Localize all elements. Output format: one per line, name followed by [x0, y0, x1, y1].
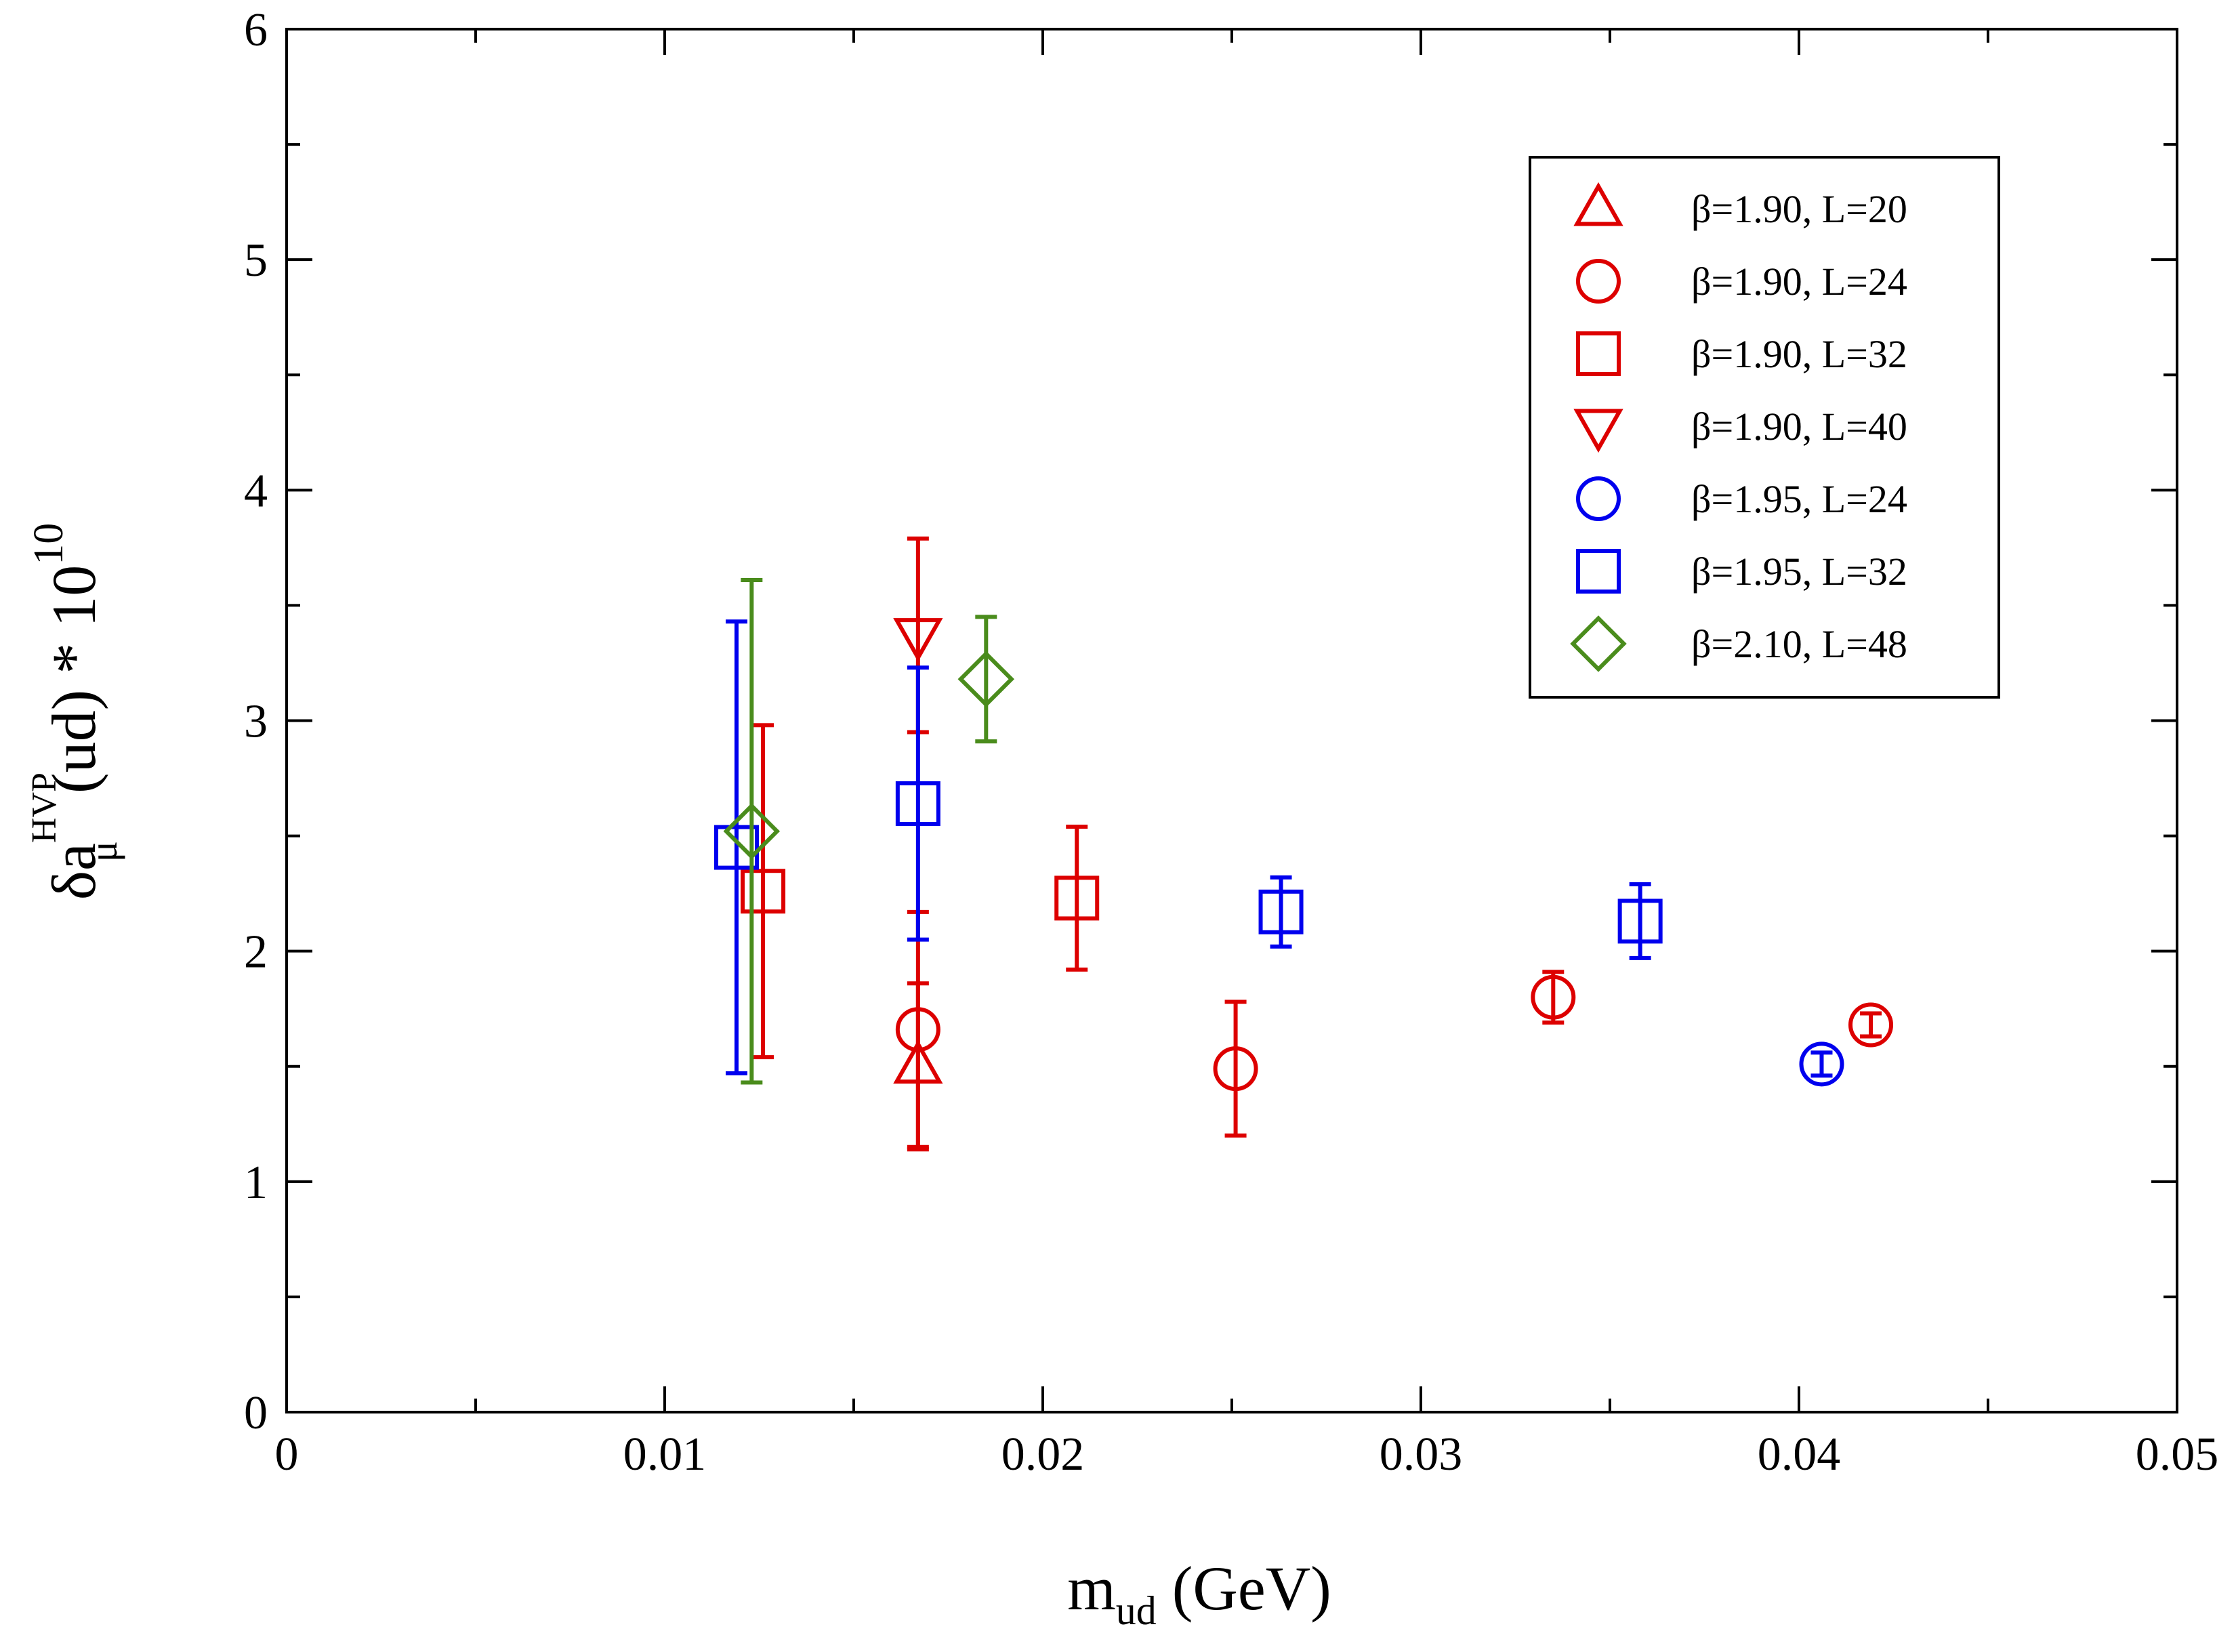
y-label-exponent: 10: [26, 523, 72, 565]
legend-label: β=1.90, L=32: [1691, 332, 1907, 376]
x-axis-label: mud (GeV): [1067, 1554, 1331, 1633]
data-point: [1617, 899, 1663, 944]
data-point: [741, 869, 786, 914]
series-5: [714, 619, 1663, 1075]
data-point: [957, 651, 1015, 708]
series-6: [723, 577, 1015, 1085]
data-point: [895, 1007, 940, 1052]
data-point: [1054, 875, 1100, 921]
x-tick-label: 0.03: [1380, 1428, 1463, 1481]
x-tick-label: 0: [275, 1428, 299, 1481]
legend: β=1.90, L=20 β=1.90, L=24 β=1.90, L=32 β=1.…: [1529, 156, 2000, 699]
y-tick-label: 3: [244, 696, 268, 748]
legend-label: β=1.90, L=24: [1691, 260, 1907, 304]
legend-marker: [1576, 476, 1621, 521]
plot-frame: [285, 28, 2178, 1413]
legend-frame: [1529, 156, 2000, 699]
data-point: [1848, 1002, 1894, 1048]
data-point: [723, 803, 781, 860]
legend-label: β=2.10, L=48: [1691, 622, 1907, 666]
legend-label: β=1.95, L=24: [1691, 477, 1907, 521]
y-label-mid: (ud) * 10: [39, 565, 108, 793]
y-label-sub: μ: [81, 841, 125, 862]
x-tick-label: 0.01: [623, 1428, 707, 1481]
series-4: [1799, 1041, 1844, 1087]
x-label-unit: (GeV): [1172, 1554, 1331, 1623]
data-point: [895, 781, 940, 826]
axis-ticks: 0 0.01 0.02 0.03 0.04 0.05 0 1 2 3 4 5 6: [244, 4, 2218, 1481]
legend-marker: [1576, 331, 1621, 376]
series-2: [741, 723, 1100, 1060]
data-point: [1799, 1041, 1844, 1087]
data-point: [1531, 974, 1576, 1020]
legend-marker: [1570, 615, 1627, 672]
data-point: [893, 618, 943, 662]
y-tick-label: 6: [244, 4, 268, 56]
series-1: [895, 909, 1894, 1149]
x-label-sub: ud: [1116, 1588, 1157, 1633]
y-tick-label: 5: [244, 234, 268, 287]
y-label-sup: HVP: [25, 772, 64, 843]
legend-label: β=1.90, L=40: [1691, 405, 1907, 449]
y-tick-label: 4: [244, 465, 268, 517]
x-label-spacer: [1157, 1554, 1172, 1623]
y-tick-label: 2: [244, 926, 268, 978]
x-label-main: m: [1067, 1554, 1116, 1623]
y-tick-label: 0: [244, 1387, 268, 1439]
y-axis-label: δaHVP μ (ud) * 1010: [25, 523, 125, 901]
legend-marker: [1576, 259, 1621, 304]
legend-label: β=1.95, L=32: [1691, 550, 1907, 594]
data-point: [1258, 889, 1304, 934]
x-tick-label: 0.02: [1001, 1428, 1085, 1481]
data-point: [1213, 1046, 1258, 1092]
legend-marker: [1576, 549, 1621, 594]
data-points: [714, 536, 1894, 1152]
legend-marker: [1573, 182, 1623, 226]
y-tick-label: 1: [244, 1157, 268, 1209]
data-point: [714, 825, 760, 870]
x-tick-label: 0.04: [1758, 1428, 1841, 1481]
x-tick-label: 0.05: [2136, 1428, 2219, 1481]
legend-label: β=1.90, L=20: [1691, 187, 1907, 231]
legend-marker: [1573, 409, 1623, 453]
y-label-prefix: δa: [39, 843, 108, 900]
